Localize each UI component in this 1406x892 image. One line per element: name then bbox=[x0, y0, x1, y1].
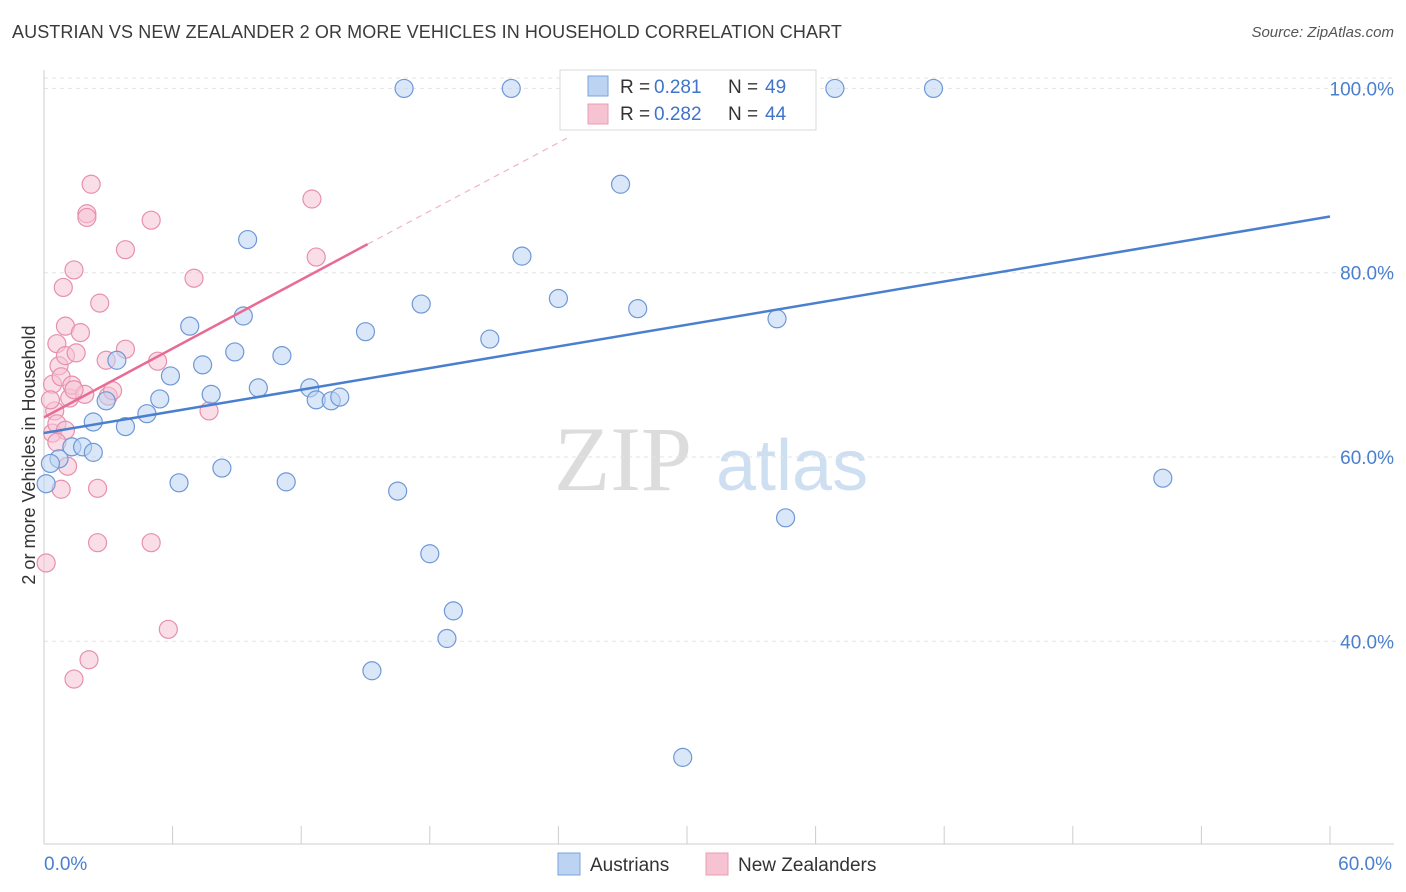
new-zealander-point-39 bbox=[64, 669, 84, 689]
watermark-zip: ZIP bbox=[554, 408, 692, 510]
new-zealander-point-29 bbox=[115, 240, 136, 260]
austrian-point-34 bbox=[443, 601, 463, 621]
new-zealander-point-25 bbox=[90, 293, 110, 313]
austrian-point-8 bbox=[115, 416, 136, 437]
austrian-point-29 bbox=[388, 481, 408, 501]
austrian-point-17 bbox=[225, 342, 245, 362]
y-tick-labels: 40.0% 60.0% 80.0% 100.0% bbox=[1330, 79, 1395, 653]
series-new-zealanders bbox=[36, 174, 326, 689]
new-zealander-point-43 bbox=[64, 380, 84, 400]
trend-line-new-zealanders bbox=[43, 243, 369, 419]
new-zealander-point-31 bbox=[141, 210, 161, 230]
austrian-point-20 bbox=[248, 378, 268, 398]
y-tick-label-100: 100.0% bbox=[1330, 79, 1395, 100]
y-tick-label-80: 80.0% bbox=[1340, 264, 1394, 285]
new-zealander-point-37 bbox=[302, 189, 322, 209]
legend-n-label-new-zealanders: N = bbox=[728, 104, 758, 125]
legend-r-value-austrians: 0.281 bbox=[654, 77, 702, 98]
new-zealander-point-40 bbox=[77, 207, 97, 228]
legend-r-value-new-zealanders: 0.282 bbox=[654, 104, 702, 125]
austrian-point-30 bbox=[394, 78, 414, 99]
y-axis-label: 2 or more Vehicles in Household bbox=[19, 325, 39, 584]
source-label: Source: ZipAtlas.com bbox=[1251, 24, 1394, 41]
austrian-point-35 bbox=[480, 329, 500, 349]
austrian-point-41 bbox=[673, 747, 693, 767]
austrian-point-22 bbox=[276, 472, 296, 492]
trend-line-austrians bbox=[43, 215, 1331, 435]
bottom-legend-swatch-austrians bbox=[557, 852, 581, 876]
austrian-point-48 bbox=[40, 453, 61, 474]
austrian-point-36 bbox=[501, 78, 521, 99]
new-zealander-point-23 bbox=[87, 478, 108, 498]
austrian-point-28 bbox=[362, 661, 382, 681]
new-zealander-point-41 bbox=[40, 390, 61, 410]
austrian-point-5 bbox=[83, 412, 103, 432]
austrian-point-4 bbox=[83, 442, 103, 462]
austrian-point-40 bbox=[628, 299, 648, 319]
new-zealander-point-21 bbox=[79, 650, 99, 670]
austrian-point-10 bbox=[150, 389, 170, 409]
legend-r-label-new-zealanders: R = bbox=[620, 104, 650, 125]
austrian-point-0 bbox=[36, 474, 56, 494]
austrian-point-12 bbox=[169, 473, 189, 493]
bottom-legend-new-zealanders: New Zealanders bbox=[738, 855, 876, 876]
bottom-legend-swatch-new-zealanders bbox=[705, 852, 729, 876]
legend-n-value-new-zealanders: 44 bbox=[765, 104, 787, 125]
austrian-point-46 bbox=[923, 78, 944, 99]
austrian-point-7 bbox=[107, 350, 127, 370]
x-tick-label-min: 0.0% bbox=[44, 854, 87, 875]
austrian-point-27 bbox=[355, 322, 376, 342]
austrian-point-32 bbox=[420, 544, 440, 564]
y-tick-label-40: 40.0% bbox=[1340, 632, 1394, 653]
austrian-point-14 bbox=[193, 355, 213, 375]
watermark-atlas: atlas bbox=[716, 426, 868, 506]
x-axis-ticks bbox=[43, 826, 1331, 844]
chart-title: AUSTRIAN VS NEW ZEALANDER 2 OR MORE VEHI… bbox=[12, 22, 842, 42]
new-zealander-point-22 bbox=[81, 174, 101, 194]
new-zealander-point-18 bbox=[70, 323, 91, 343]
trend-line-new-zealanders-extension bbox=[367, 137, 568, 245]
legend-r-label-austrians: R = bbox=[620, 77, 650, 98]
bottom-legend-austrians: Austrians bbox=[590, 855, 669, 876]
austrian-point-38 bbox=[548, 288, 569, 309]
austrian-point-15 bbox=[201, 384, 221, 404]
legend-swatch-new-zealanders bbox=[587, 103, 609, 125]
new-zealander-point-24 bbox=[87, 533, 108, 553]
new-zealander-point-9 bbox=[53, 277, 73, 298]
new-zealander-point-34 bbox=[158, 619, 178, 639]
austrian-point-11 bbox=[160, 366, 181, 386]
x-tick-label-max: 60.0% bbox=[1338, 854, 1392, 875]
new-zealander-point-0 bbox=[36, 553, 56, 573]
bottom-legend: Austrians New Zealanders bbox=[557, 852, 876, 876]
austrian-point-31 bbox=[411, 294, 431, 314]
series-austrians bbox=[36, 78, 1173, 767]
new-zealander-point-38 bbox=[306, 247, 326, 267]
austrian-point-45 bbox=[825, 78, 845, 99]
legend: R = 0.281 N = 49 R = 0.282 N = 44 bbox=[559, 69, 817, 131]
legend-n-value-austrians: 49 bbox=[765, 77, 786, 98]
gridlines bbox=[44, 77, 1394, 642]
legend-swatch-austrians bbox=[587, 75, 609, 97]
austrian-point-47 bbox=[1153, 468, 1173, 488]
new-zealander-point-35 bbox=[184, 268, 204, 288]
austrian-point-43 bbox=[767, 309, 787, 329]
new-zealander-point-17 bbox=[66, 343, 86, 363]
austrian-point-26 bbox=[330, 387, 350, 407]
austrian-point-16 bbox=[212, 458, 232, 478]
new-zealander-point-16 bbox=[64, 260, 84, 280]
austrian-point-44 bbox=[775, 508, 796, 528]
legend-n-label-austrians: N = bbox=[728, 77, 758, 98]
new-zealander-point-32 bbox=[141, 533, 161, 553]
austrian-point-19 bbox=[238, 229, 258, 250]
trend-lines bbox=[43, 137, 1331, 435]
austrian-point-6 bbox=[96, 391, 116, 411]
austrian-point-21 bbox=[272, 346, 292, 366]
y-tick-label-60: 60.0% bbox=[1340, 448, 1394, 469]
austrian-point-37 bbox=[512, 246, 532, 266]
austrian-point-13 bbox=[180, 316, 200, 336]
austrian-point-39 bbox=[610, 174, 631, 194]
austrian-point-33 bbox=[437, 628, 457, 649]
